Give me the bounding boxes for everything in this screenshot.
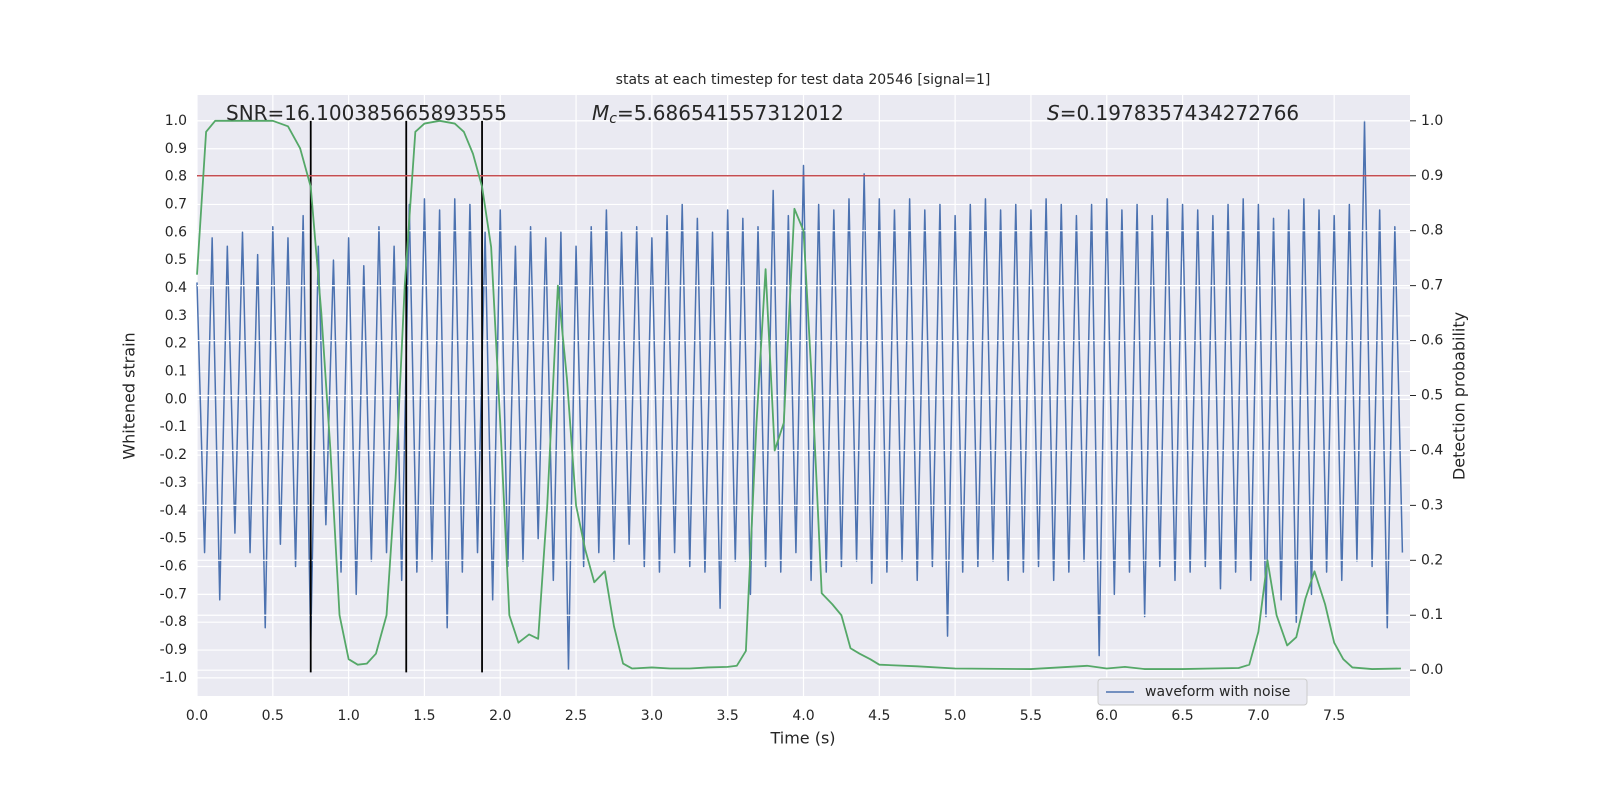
x-tick-label: 6.0 (1096, 708, 1118, 724)
y-tick-label: -0.6 (160, 558, 187, 574)
data-line (196, 119, 1401, 670)
y-tick-label: 1.0 (165, 113, 187, 129)
x-tick-label: 4.0 (792, 708, 814, 724)
y-tick-label: 0.0 (165, 391, 187, 407)
y-tick-label: 0.5 (165, 252, 187, 268)
x-tick-label: 0.5 (262, 708, 284, 724)
legend-label: waveform with noise (1145, 684, 1290, 700)
y-tick-label: -0.3 (160, 475, 187, 491)
annotation-symbol: S (1047, 101, 1060, 125)
x-tick-label: 5.5 (1020, 708, 1042, 724)
chart-title: stats at each timestep for test data 205… (616, 72, 991, 88)
y-tick-label: -0.1 (160, 419, 187, 435)
y2-tick-label: 0.6 (1421, 333, 1443, 349)
x-tick-label: 7.5 (1323, 708, 1345, 724)
annotation: Mc=5.686541557312012 (592, 101, 844, 128)
annotation-symbol: M (592, 101, 609, 125)
annotation: S=0.1978357434272766 (1047, 101, 1299, 125)
y2-tick-label: 0.5 (1421, 388, 1443, 404)
y-tick-label: 0.2 (165, 336, 187, 352)
y2-tick-label: 0.3 (1421, 497, 1443, 513)
x-tick-label: 7.0 (1247, 708, 1269, 724)
x-tick-label: 1.5 (413, 708, 435, 724)
x-tick-label: 2.5 (565, 708, 587, 724)
y-tick-label: 0.4 (165, 280, 187, 296)
y2-tick-label: 0.9 (1421, 168, 1443, 184)
y2-tick-label: 1.0 (1421, 113, 1443, 129)
y-tick-label: 0.7 (165, 196, 187, 212)
x-tick-label: 1.0 (337, 708, 359, 724)
y2-tick-label: 0.8 (1421, 223, 1443, 239)
legend-box (1097, 678, 1308, 706)
y-tick-label: -0.4 (160, 503, 187, 519)
y-tick-label: -1.0 (160, 670, 187, 686)
x-tick-label: 5.0 (944, 708, 966, 724)
y2-axis-label: Detection probability (1450, 312, 1469, 480)
y-tick-label: 0.3 (165, 308, 187, 324)
y2-tick-label: 0.4 (1421, 442, 1443, 458)
annotation-text: SNR=16.100385665893555 (226, 101, 507, 125)
x-axis-label: Time (s) (769, 729, 835, 748)
annotation-subscript: c (609, 111, 617, 127)
y-tick-label: -0.7 (160, 586, 187, 602)
x-tick-label: 3.5 (717, 708, 739, 724)
y2-tick-label: 0.7 (1421, 278, 1443, 294)
y-tick-label: -0.2 (160, 447, 187, 463)
y2-tick-label: 0.2 (1421, 552, 1443, 568)
x-tick-label: 0.0 (186, 708, 208, 724)
y-tick-label: -0.8 (160, 614, 187, 630)
y-axis-label: Whitened strain (120, 332, 139, 459)
y2-tick-label: 0.1 (1421, 607, 1443, 623)
annotation-text: =0.1978357434272766 (1060, 101, 1299, 125)
annotation: SNR=16.100385665893555 (226, 101, 507, 125)
y-tick-label: -0.5 (160, 531, 187, 547)
y-tick-label: 0.1 (165, 364, 187, 380)
y2-tick-label: 0.0 (1421, 662, 1443, 678)
x-tick-label: 3.0 (641, 708, 663, 724)
y-tick-label: 0.6 (165, 224, 187, 240)
annotation-text: =5.686541557312012 (617, 101, 844, 125)
x-tick-label: 4.5 (868, 708, 890, 724)
y-tick-label: 0.8 (165, 169, 187, 185)
x-tick-label: 6.5 (1171, 708, 1193, 724)
y-tick-label: 0.9 (165, 141, 187, 157)
x-tick-label: 2.0 (489, 708, 511, 724)
y-tick-label: -0.9 (160, 642, 187, 658)
